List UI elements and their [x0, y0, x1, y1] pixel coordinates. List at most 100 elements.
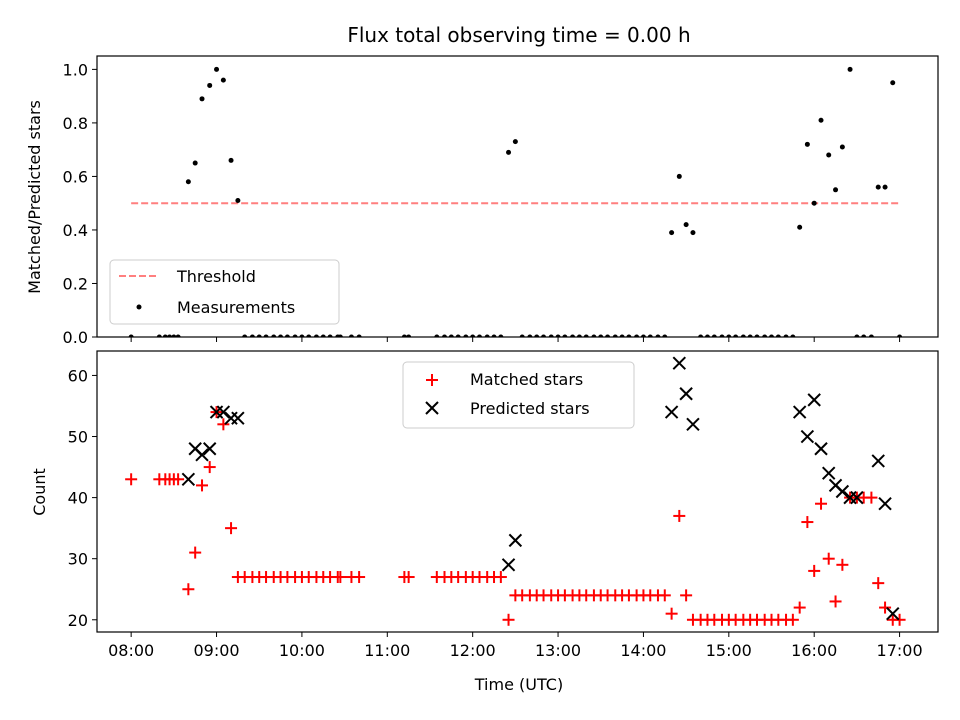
- predicted-star-point: [508, 533, 523, 548]
- measurement-point: [477, 334, 483, 337]
- y-tick-label: 0.2: [63, 274, 88, 293]
- measurement-point: [576, 334, 582, 337]
- y-tick-label: 0.8: [63, 114, 88, 133]
- matched-star-point: [658, 589, 671, 602]
- matched-star-point: [786, 613, 799, 626]
- y-tick-label: 30: [68, 550, 88, 569]
- predicted-star-point: [878, 497, 892, 511]
- predicted-star-point: [814, 442, 828, 456]
- matched-star-point: [217, 418, 230, 431]
- y-tick-label: 0.6: [63, 167, 88, 186]
- measurement-point: [271, 334, 277, 337]
- measurement-point: [833, 187, 839, 193]
- measurement-point: [448, 334, 454, 337]
- measurement-point: [484, 334, 490, 337]
- measurement-point: [356, 334, 362, 337]
- measurement-point: [605, 334, 611, 337]
- x-tick-label: 11:00: [364, 641, 410, 660]
- measurement-point: [698, 334, 704, 337]
- y-tick-label: 60: [68, 366, 88, 385]
- measurement-point: [655, 334, 661, 337]
- measurement-point: [726, 334, 732, 337]
- measurement-point: [299, 334, 305, 337]
- predicted-star-point: [231, 411, 245, 425]
- measurement-point: [401, 334, 407, 337]
- matched-star-point: [196, 479, 209, 492]
- matched-star-point: [879, 601, 892, 614]
- measurement-point: [626, 334, 632, 337]
- predicted-star-point: [871, 454, 885, 468]
- measurement-point: [185, 179, 191, 185]
- x-tick-label: 14:00: [620, 641, 666, 660]
- top-plot-area: 0.0 0.2 0.4 0.6 0.8 1.0: [63, 55, 939, 347]
- measurement-point: [847, 66, 853, 72]
- measurement-point: [555, 334, 561, 337]
- measurement-point: [199, 96, 205, 102]
- measurement-point: [256, 334, 262, 337]
- matched-star-point: [402, 571, 415, 584]
- measurement-point: [570, 334, 576, 337]
- measurement-point: [527, 334, 533, 337]
- x-tick-label: 12:00: [450, 641, 496, 660]
- predicted-star-point: [792, 405, 807, 419]
- measurement-point: [890, 80, 896, 86]
- matched-star-point: [673, 509, 686, 522]
- measurement-point: [704, 334, 710, 337]
- matched-star-point: [225, 522, 238, 535]
- measurement-point: [811, 200, 817, 206]
- measurement-point: [676, 173, 682, 179]
- predicted-star-point: [216, 405, 231, 419]
- measurement-point: [619, 334, 625, 337]
- measurement-point: [583, 334, 589, 337]
- measurement-point: [640, 334, 646, 337]
- predicted-star-point: [686, 417, 700, 432]
- predicted-star-point: [850, 490, 864, 505]
- measurement-point: [733, 334, 739, 337]
- predicted-star-point: [822, 466, 836, 480]
- measurement-point: [292, 334, 298, 337]
- matched-star-point: [801, 516, 814, 529]
- measurement-point: [228, 157, 234, 163]
- measurement-point: [463, 334, 469, 337]
- measurement-point: [669, 230, 675, 236]
- x-tick-label: 10:00: [279, 641, 325, 660]
- matched-star-point: [172, 473, 185, 486]
- matched-star-point: [836, 558, 849, 571]
- measurement-point: [804, 141, 810, 147]
- predicted-star-point: [835, 484, 850, 499]
- legend-matched-label: Matched stars: [470, 370, 583, 389]
- matched-star-point: [680, 589, 693, 602]
- measurement-point: [854, 334, 860, 337]
- measurement-point: [797, 224, 803, 230]
- measurement-point: [337, 334, 343, 337]
- measurement-point: [790, 334, 796, 337]
- x-axis-label: Time (UTC): [474, 675, 563, 694]
- matched-star-point: [865, 491, 878, 504]
- predicted-star-point: [800, 429, 815, 444]
- predicted-star-point: [664, 405, 679, 419]
- measurement-point: [156, 334, 162, 337]
- predicted-star-point: [181, 472, 196, 486]
- measurement-point: [740, 334, 746, 337]
- measurement-point: [562, 334, 568, 337]
- matched-star-point: [829, 595, 842, 608]
- y-tick-label: 40: [68, 489, 88, 508]
- y-tick-label: 1.0: [63, 60, 88, 79]
- measurement-point: [719, 334, 725, 337]
- x-tick-label: 17:00: [877, 641, 923, 660]
- measurement-point: [861, 334, 867, 337]
- measurement-point: [348, 334, 354, 337]
- predicted-star-point: [202, 442, 217, 456]
- matched-star-point: [494, 571, 507, 584]
- measurement-point: [519, 334, 525, 337]
- measurement-point: [754, 334, 760, 337]
- x-tick-label: 09:00: [193, 641, 239, 660]
- x-tick-label: 13:00: [535, 641, 581, 660]
- measurement-point: [868, 334, 874, 337]
- x-tick-label: 16:00: [791, 641, 837, 660]
- measurement-point: [207, 82, 213, 88]
- x-tick-label: 08:00: [108, 641, 154, 660]
- predicted-star-point: [886, 606, 900, 621]
- measurement-point: [591, 334, 597, 337]
- measurement-point: [192, 160, 198, 166]
